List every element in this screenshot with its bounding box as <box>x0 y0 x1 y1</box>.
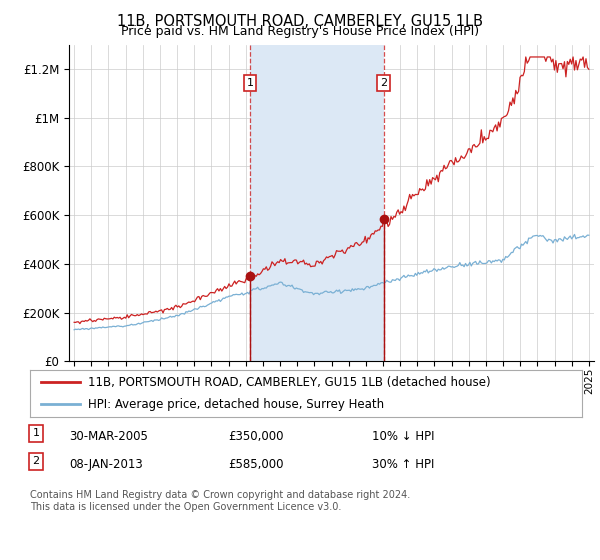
Text: 11B, PORTSMOUTH ROAD, CAMBERLEY, GU15 1LB (detached house): 11B, PORTSMOUTH ROAD, CAMBERLEY, GU15 1L… <box>88 376 491 389</box>
Text: 30% ↑ HPI: 30% ↑ HPI <box>372 458 434 471</box>
Text: 10% ↓ HPI: 10% ↓ HPI <box>372 430 434 443</box>
Text: Price paid vs. HM Land Registry's House Price Index (HPI): Price paid vs. HM Land Registry's House … <box>121 25 479 38</box>
Text: 30-MAR-2005: 30-MAR-2005 <box>69 430 148 443</box>
Text: 08-JAN-2013: 08-JAN-2013 <box>69 458 143 471</box>
Text: HPI: Average price, detached house, Surrey Heath: HPI: Average price, detached house, Surr… <box>88 398 384 411</box>
Bar <box>250 45 384 361</box>
Text: 1: 1 <box>32 428 40 438</box>
Text: 2: 2 <box>380 78 388 88</box>
Text: £350,000: £350,000 <box>228 430 284 443</box>
Text: 2: 2 <box>32 456 40 466</box>
Text: Contains HM Land Registry data © Crown copyright and database right 2024.
This d: Contains HM Land Registry data © Crown c… <box>30 490 410 512</box>
Text: 11B, PORTSMOUTH ROAD, CAMBERLEY, GU15 1LB: 11B, PORTSMOUTH ROAD, CAMBERLEY, GU15 1L… <box>117 14 483 29</box>
Text: £585,000: £585,000 <box>228 458 284 471</box>
Text: 1: 1 <box>247 78 254 88</box>
